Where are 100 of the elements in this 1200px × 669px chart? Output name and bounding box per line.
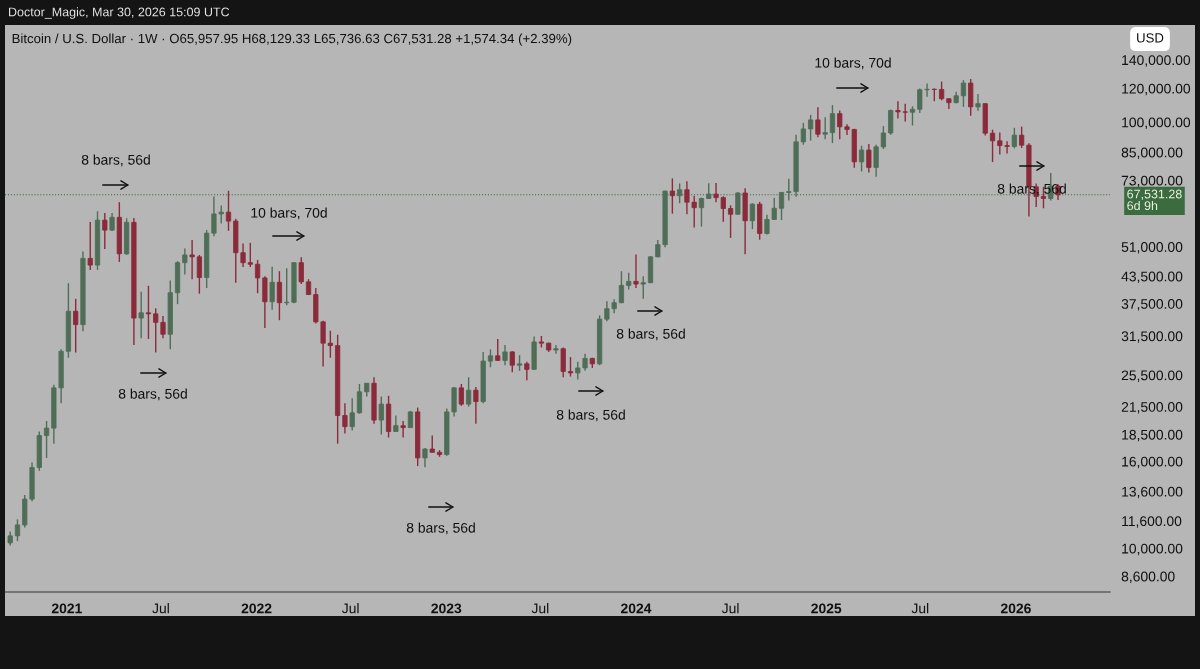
candlestick xyxy=(327,330,333,359)
candlestick xyxy=(262,275,268,329)
candlestick xyxy=(727,204,734,239)
y-tick-label: 11,600.00 xyxy=(1122,516,1182,528)
candlestick xyxy=(73,298,79,354)
y-tick-label: 43,500.00 xyxy=(1121,271,1183,284)
candlestick xyxy=(138,291,144,340)
candlestick xyxy=(400,420,406,439)
candlestick xyxy=(778,191,785,221)
candlestick xyxy=(255,259,261,294)
candlestick xyxy=(509,350,515,373)
x-tick-label: 2026 xyxy=(1000,603,1031,614)
candlestick xyxy=(800,122,806,146)
y-tick-label: 21,500.00 xyxy=(1121,402,1183,414)
candlestick xyxy=(225,190,232,232)
candlestick xyxy=(829,104,836,144)
candlestick xyxy=(466,376,472,408)
candlestick xyxy=(560,346,566,378)
y-tick-label: 13,600.00 xyxy=(1122,486,1183,499)
x-tick-label: Jul xyxy=(721,603,739,614)
candlestick xyxy=(618,270,625,304)
candlestick xyxy=(677,182,683,204)
x-tick-label: 2021 xyxy=(51,603,82,614)
x-tick-label: Jul xyxy=(152,603,169,614)
candlestick xyxy=(866,143,872,174)
y-tick-label: 85,000.00 xyxy=(1121,147,1183,160)
x-tick-label: 2024 xyxy=(621,603,652,614)
y-tick-label: 31,500.00 xyxy=(1121,331,1183,343)
candlestick xyxy=(196,254,202,295)
ref-line-label: 67,531.28 xyxy=(1127,189,1182,200)
candlestick xyxy=(815,106,821,138)
candlestick xyxy=(640,275,646,300)
candlestick xyxy=(567,356,574,378)
candlestick xyxy=(633,253,639,289)
candlestick xyxy=(698,196,705,228)
text: Bitcoin / U.S. Dollar · 1W · O65,957.95 H68,129.33 L65,736.63 C67,531.28 +1,574.34 (+2.39%) xyxy=(12,33,572,46)
y-tick-label: 25,500.00 xyxy=(1121,370,1183,382)
candlestick xyxy=(14,518,21,542)
candlestick xyxy=(524,361,530,381)
annotation: 8 bars, 56d xyxy=(616,328,685,341)
annotation: 10 bars, 70d xyxy=(815,57,891,70)
y-axis-title: USD xyxy=(1137,33,1164,43)
x-tick-label: 2022 xyxy=(241,603,272,614)
x-tick-label: Jul xyxy=(531,603,549,614)
candlestick xyxy=(378,395,384,436)
annotation: 8 bars, 56d xyxy=(406,522,475,535)
text: 6d 9h xyxy=(1127,200,1158,211)
candlestick xyxy=(298,256,304,285)
candlestick xyxy=(342,402,348,435)
candlestick xyxy=(393,414,399,433)
candlestick xyxy=(808,114,814,142)
candlestick xyxy=(909,105,916,127)
candlestick xyxy=(182,247,188,276)
candlestick xyxy=(888,108,894,136)
y-tick-label: 16,000.00 xyxy=(1122,456,1183,469)
annotation: 8 bars, 56d xyxy=(556,409,625,422)
candlestick xyxy=(473,386,479,425)
y-tick-label: 120,000.00 xyxy=(1122,83,1191,96)
text: Doctor_Magic, Mar 30, 2026 15:09 UTC xyxy=(9,7,230,19)
candlestick xyxy=(87,221,93,271)
candlestick xyxy=(975,93,981,112)
candlestick xyxy=(735,191,741,216)
candlestick xyxy=(43,420,50,459)
annotation: 8 bars, 56d xyxy=(118,388,187,401)
candlestick xyxy=(989,128,996,163)
candlestick xyxy=(1011,127,1017,150)
candlestick xyxy=(939,80,945,102)
candlestick xyxy=(269,265,275,311)
y-tick-label: 37,500.00 xyxy=(1121,299,1183,311)
candlestick xyxy=(458,383,464,407)
candlestick xyxy=(873,144,879,178)
x-tick-label: Jul xyxy=(341,603,359,614)
annotation: 10 bars, 70d xyxy=(251,207,327,220)
candlestick xyxy=(960,79,967,108)
candlestick xyxy=(276,270,283,321)
y-tick-label: 8,600.00 xyxy=(1121,571,1175,584)
y-tick-label: 73,000.00 xyxy=(1121,175,1183,188)
y-tick-label: 10,000.00 xyxy=(1122,543,1183,556)
candlestick xyxy=(356,383,363,415)
y-tick-label: 140,000.00 xyxy=(1122,55,1191,67)
y-tick-label: 18,500.00 xyxy=(1122,429,1183,442)
candlestick xyxy=(669,177,675,215)
x-tick-label: 2025 xyxy=(811,603,842,614)
candlestick xyxy=(1019,125,1025,149)
candlestick xyxy=(349,397,355,432)
candlestick xyxy=(189,239,195,280)
candlestick xyxy=(749,202,756,230)
candlestick xyxy=(968,78,974,117)
candlestick xyxy=(102,212,108,250)
candlestick xyxy=(822,116,828,140)
candlestick xyxy=(502,344,508,366)
candlestick xyxy=(880,125,886,150)
x-tick-label: 2023 xyxy=(431,603,462,614)
y-tick-label: 100,000.00 xyxy=(1122,117,1191,129)
x-tick-label: Jul xyxy=(911,603,929,614)
candlestick xyxy=(858,145,865,173)
candlestick xyxy=(145,285,152,340)
y-tick-label: 51,000.00 xyxy=(1121,242,1183,254)
annotation: 8 bars, 56d xyxy=(81,154,150,167)
candlestick xyxy=(553,344,559,355)
